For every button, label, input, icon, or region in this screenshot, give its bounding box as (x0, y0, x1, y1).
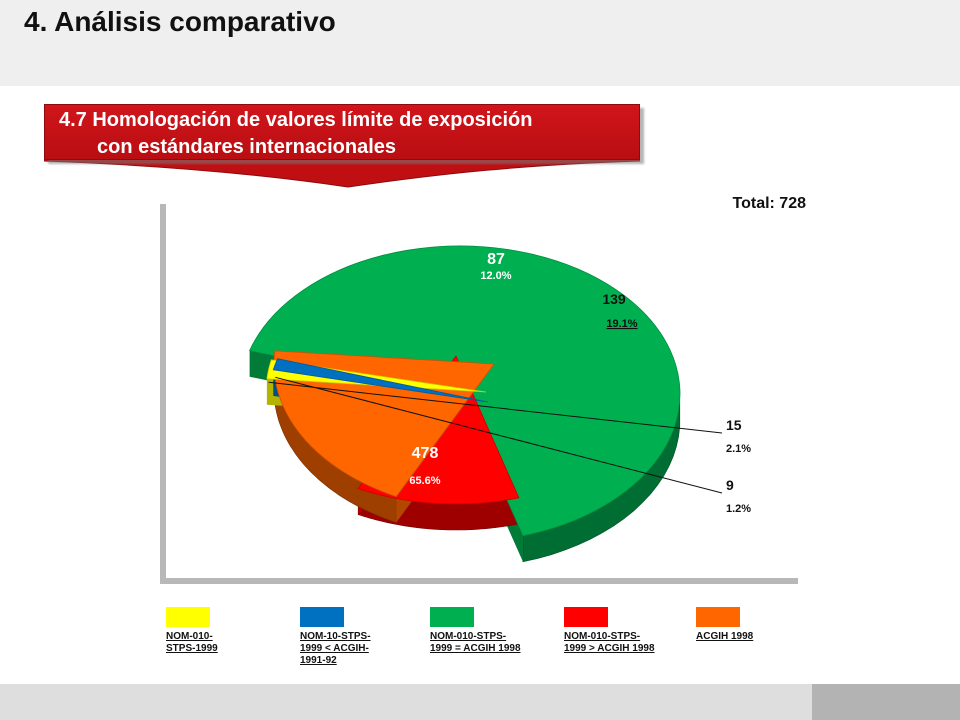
slide-header: 4. Análisis comparativo (0, 0, 960, 86)
legend-swatch (300, 607, 344, 627)
footer-bar (0, 684, 960, 720)
banner-line-1: 4.7 Homologación de valores límite de ex… (59, 109, 533, 131)
legend-label: NOM-10-STPS-1999 < ACGIH-1991-92 (300, 631, 371, 666)
legend-label: NOM-010-STPS-1999 = ACGIH 1998 (430, 631, 521, 654)
data-label-value: 87 (487, 251, 505, 268)
data-label-percent: 2.1% (726, 443, 751, 455)
section-banner: 4.7 Homologación de valores límite de ex… (44, 104, 640, 160)
data-label-percent: 12.0% (480, 270, 511, 282)
leader-line (275, 376, 723, 494)
data-label-percent: 65.6% (409, 475, 440, 487)
footer-block (812, 684, 960, 720)
chart-frame-shadow-left (160, 204, 166, 582)
banner-pointer (44, 157, 640, 188)
legend-swatch (430, 607, 474, 627)
data-label-value: 478 (412, 445, 439, 462)
legend-label: NOM-010-STPS-1999 > ACGIH 1998 (564, 631, 655, 654)
legend-label: NOM-010-STPS-1999 (166, 631, 218, 654)
pie-labels: 478 65.6% 87 12.0% 139 19.1% 15 2.1% 9 1.2% (268, 251, 751, 515)
data-label-value: 139 (602, 291, 626, 307)
data-label-percent: 1.2% (726, 503, 751, 515)
legend-swatch (166, 607, 210, 627)
legend-label: ACGIH 1998 (696, 631, 754, 642)
pie-slice (272, 358, 489, 403)
chart-frame-shadow-bottom (160, 578, 798, 584)
data-label-percent: 19.1% (606, 318, 637, 330)
leader-line (268, 381, 723, 434)
total-label: Total: 728 (733, 195, 807, 212)
legend-swatch (696, 607, 740, 627)
data-label-value: 15 (726, 417, 742, 433)
data-label-value: 9 (726, 477, 734, 493)
legend-swatch (564, 607, 608, 627)
banner-line-2: con estándares internacionales (97, 136, 397, 158)
slide-title: 4. Análisis comparativo (24, 6, 336, 37)
pie-slices (249, 245, 681, 563)
